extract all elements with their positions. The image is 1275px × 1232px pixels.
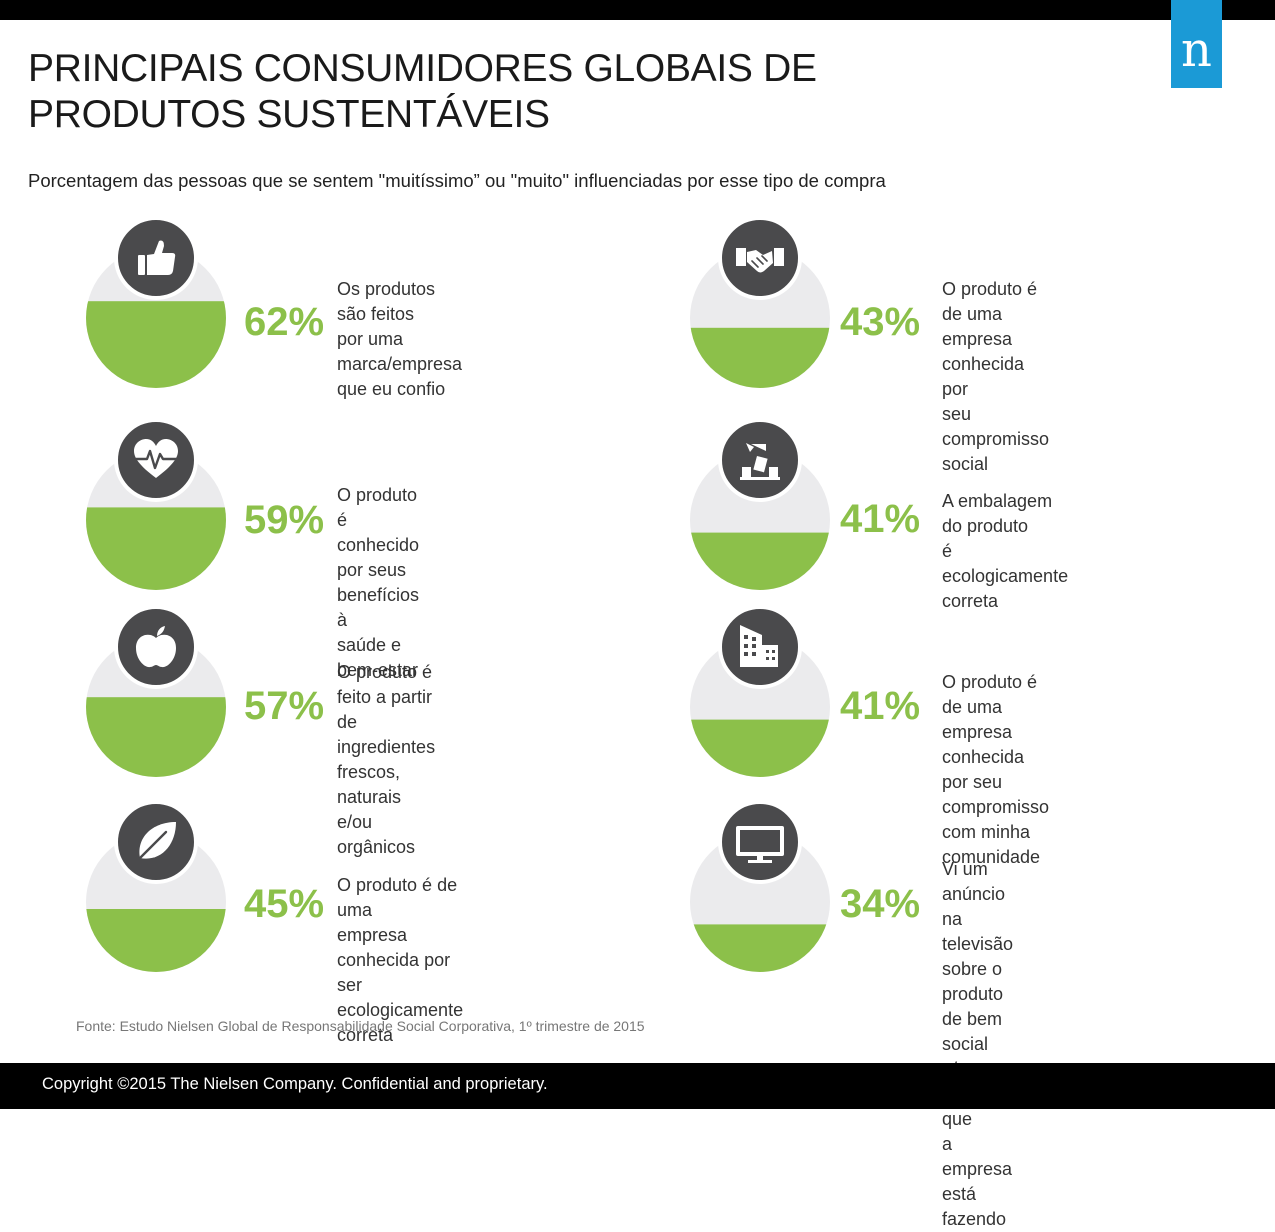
value-fill: [690, 327, 830, 388]
category-label: Vi um anúncio na televisão sobre o produ…: [942, 859, 1020, 1229]
circle-background: [690, 248, 830, 388]
value-label: 41%: [840, 497, 921, 541]
value-label: 57%: [244, 684, 325, 728]
circle-background: [690, 832, 830, 972]
buildings-icon: [718, 605, 802, 689]
value-fill: [690, 532, 830, 590]
value-fill: [86, 301, 226, 388]
source-note: Fonte: Estudo Nielsen Global de Responsa…: [76, 1018, 645, 1034]
footer-bar: Copyright ©2015 The Nielsen Company. Con…: [0, 1063, 1275, 1109]
television-icon: [718, 800, 802, 884]
circle-background: [690, 637, 830, 777]
value-label: 41%: [840, 684, 921, 728]
value-label: 45%: [244, 882, 325, 926]
chart-item-graphic: [690, 800, 830, 972]
circle-background: [86, 450, 226, 590]
category-label: O produto é de uma empresa conhecida por…: [337, 875, 464, 1045]
chart-item-graphic: [86, 605, 226, 777]
value-label: 62%: [244, 300, 325, 344]
category-label: A embalagem do produto é ecologicamente …: [942, 491, 1069, 611]
nielsen-logo: n: [1171, 0, 1222, 88]
value-label: 34%: [840, 882, 921, 926]
value-fill: [690, 719, 830, 777]
category-label: O produto é conhecido por seus benefício…: [337, 485, 420, 680]
chart-item-graphic: [86, 418, 226, 590]
copyright-text: Copyright ©2015 The Nielsen Company. Con…: [42, 1075, 548, 1093]
title-line-2: PRODUTOS SUSTENTÁVEIS: [28, 93, 550, 136]
chart-item-graphic: [690, 418, 830, 590]
chart-item-graphic: [86, 800, 226, 972]
value-label: 59%: [244, 498, 325, 542]
category-label: O produto é de uma empresa conhecida por…: [942, 672, 1050, 867]
subtitle: Porcentagem das pessoas que se sentem "m…: [28, 170, 886, 191]
value-fill: [690, 924, 830, 972]
circle-background: [86, 637, 226, 777]
category-label: Os produtos são feitos por uma marca/emp…: [337, 279, 463, 399]
value-fill: [86, 507, 226, 590]
page-title: PRINCIPAIS CONSUMIDORES GLOBAIS DE PRODU…: [28, 46, 817, 138]
value-fill: [86, 909, 226, 972]
circle-background: [690, 450, 830, 590]
chart-item-graphic: [86, 216, 226, 388]
heart-pulse-icon: [114, 418, 198, 502]
apple-icon: [114, 605, 198, 689]
logo-letter: n: [1181, 22, 1212, 78]
circle-background: [86, 248, 226, 388]
chart-item-graphic: [690, 605, 830, 777]
chart-item-graphic: [690, 216, 830, 388]
value-label: 43%: [840, 300, 921, 344]
value-fill: [86, 697, 226, 777]
circle-background: [86, 832, 226, 972]
recycle-packaging-icon: [718, 418, 802, 502]
category-label: O produto é feito a partir de ingredient…: [337, 662, 436, 857]
top-bar: [0, 0, 1275, 20]
category-label: O produto é de uma empresa conhecida por…: [942, 279, 1050, 474]
leaf-icon: [114, 800, 198, 884]
handshake-icon: [718, 216, 802, 300]
thumbs-up-icon: [114, 216, 198, 300]
title-line-1: PRINCIPAIS CONSUMIDORES GLOBAIS DE: [28, 47, 817, 90]
